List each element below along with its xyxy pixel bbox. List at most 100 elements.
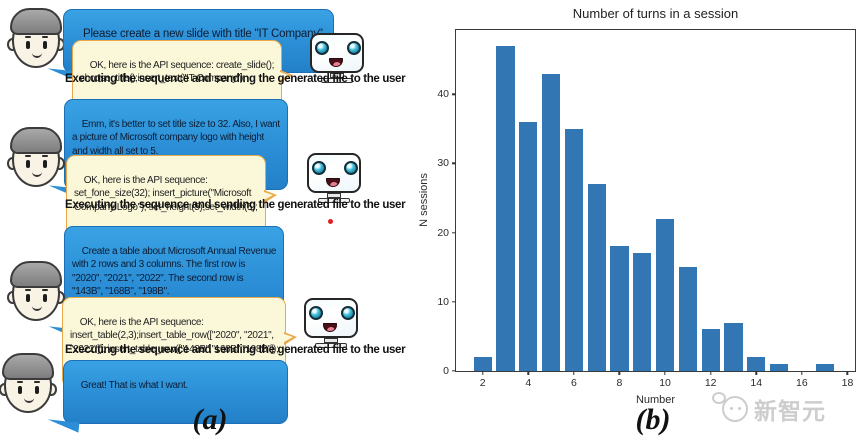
bar-x2 [473,357,492,371]
x-tick-label: 12 [704,377,717,389]
plot-area: 2 4 6 8 10 12 14 16 18 0 10 20 30 40 [437,29,856,389]
avatar-eye [26,41,30,49]
avatar-hair [10,261,62,288]
assistant-message-text: OK, here is the API sequence: set_fone_s… [74,174,258,213]
x-tick-label: 4 [525,377,532,389]
y-tick [452,231,456,234]
avatar-hair [10,127,62,154]
avatar-brow [25,289,31,291]
robot-mouth [323,323,337,332]
user-avatar-icon [7,261,65,325]
x-tick-label: 6 [570,377,577,389]
bar-x7 [587,184,606,371]
y-tick [452,162,456,165]
robot-stand [330,73,344,78]
assistant-avatar-icon [306,153,364,205]
x-tick [481,371,484,375]
y-tick-label: 40 [437,88,449,101]
bar-x14 [747,357,766,371]
x-tick [573,371,575,375]
user-avatar-icon [0,353,57,417]
bubble-tail [46,419,80,433]
x-tick [755,371,757,375]
y-axis-label: N sessions [418,173,430,227]
avatar-mouth [32,171,42,177]
user-message-text: Emm, it's better to set title size to 32… [72,118,280,157]
x-tick-label: 16 [796,377,808,389]
avatar-hair [2,353,54,380]
avatar-brow [42,289,48,291]
robot-eye [344,161,358,175]
y-tick [452,370,456,372]
bubble-tail [280,69,294,83]
user-message-bubble: Great! That is what I want. [46,360,288,433]
bar-x17 [815,364,834,371]
robot-tongue [333,62,341,66]
x-tick-label: 18 [841,377,854,389]
avatar-hair [10,8,62,35]
y-tick [452,301,456,303]
x-tick-label: 14 [750,377,763,389]
robot-base [321,78,353,83]
robot-base [315,343,347,348]
bar-x15 [769,364,789,371]
x-tick-label: 8 [616,377,623,389]
avatar-mouth [32,52,42,58]
x-tick-label: 10 [659,377,671,389]
y-tick [452,93,456,96]
bar-x9 [633,253,652,371]
bar-x4 [519,121,538,371]
red-dot-artifact [328,219,333,224]
avatar-eye [18,386,22,394]
bar-x13 [724,322,743,371]
assistant-message-text: OK, here is the API sequence: create_sli… [80,59,275,85]
status-text: Executing the sequence and sending the g… [65,73,406,85]
xinzhiyuan-mascot-icon [712,392,748,426]
robot-eye [347,41,361,55]
y-tick-label: 0 [443,365,449,377]
bar-x12 [701,329,720,371]
avatar-brow [34,381,40,383]
robot-mouth [326,178,340,187]
user-avatar-icon [7,8,65,72]
bubble-tail [284,331,298,345]
avatar-eye [26,160,30,168]
x-axis-label: Number [635,394,676,406]
avatar-eye [43,41,47,49]
watermark-text: 新智元 [754,398,826,424]
mascot-hand [712,392,726,404]
avatar-eye [35,386,39,394]
user-message-text: Create a table about Microsoft Annual Re… [72,245,277,298]
status-text: Executing the sequence and sending the g… [65,199,406,211]
bubble-tail [263,189,277,203]
status-text: Executing the sequence and sending the g… [65,344,406,356]
robot-eye [312,161,326,175]
bar-x3 [496,45,515,371]
robot-mouth [329,58,343,67]
avatar-eye [43,294,47,302]
assistant-avatar-icon [303,298,361,350]
x-tick [709,371,712,375]
avatar-eye [26,294,30,302]
y-tick-label: 10 [437,295,449,308]
mascot-head [722,396,748,422]
avatar-mouth [24,397,34,403]
avatar-mouth [32,305,42,311]
avatar-brow [42,155,48,157]
x-tick [527,371,529,375]
user-avatar-icon [7,127,65,191]
assistant-message-text: OK, here is the API sequence: insert_tab… [70,316,279,355]
x-tick [846,371,849,375]
avatar-brow [25,155,31,157]
panel-a-label: (a) [192,403,228,436]
robot-base [318,198,350,203]
x-tick-label: 2 [479,377,486,389]
x-tick [664,371,666,375]
avatar-brow [17,381,23,383]
avatar-brow [42,36,48,38]
robot-stand [327,193,341,198]
robot-eye [315,41,329,55]
robot-stand [324,338,338,343]
bar-x6 [564,128,583,371]
avatar-brow [25,36,31,38]
